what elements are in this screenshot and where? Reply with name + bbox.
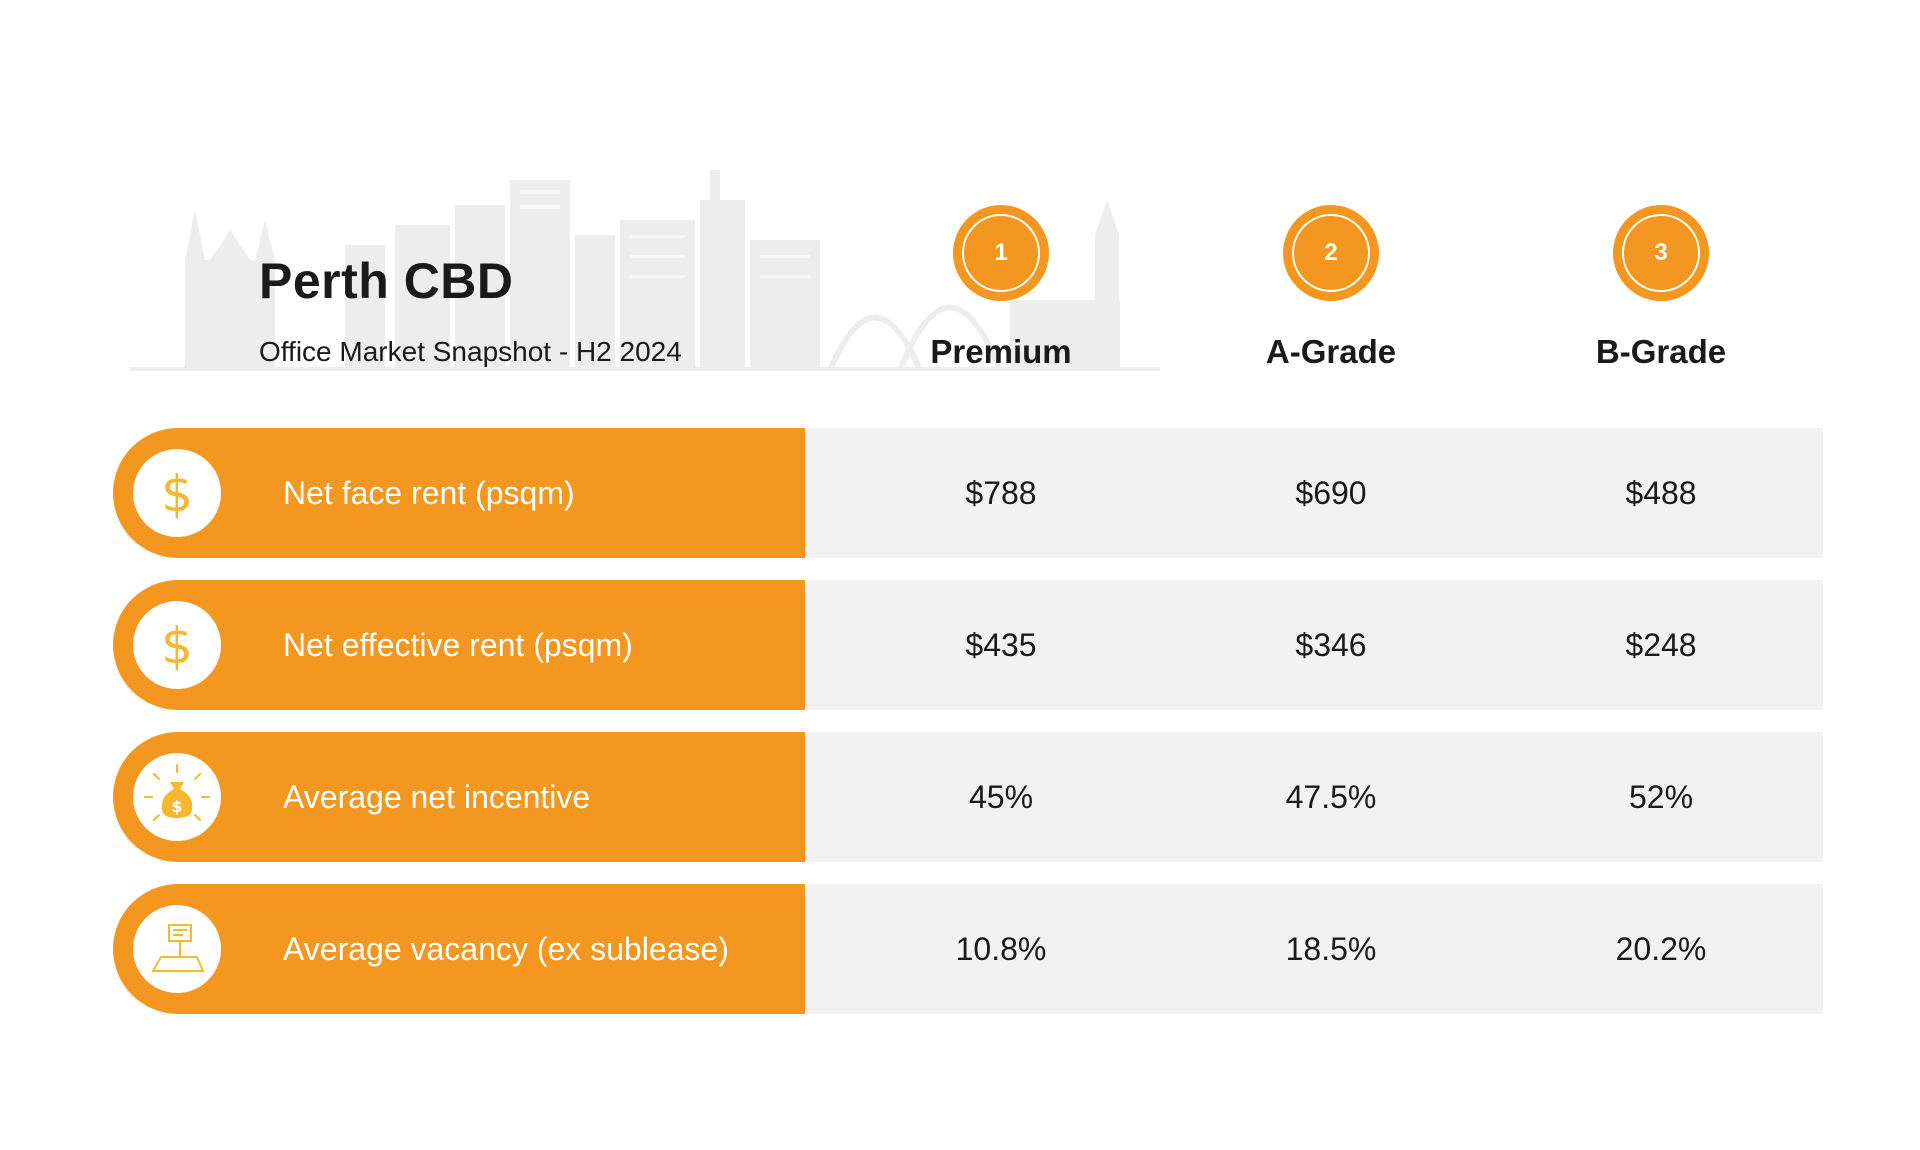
- value-premium: $788: [965, 475, 1037, 511]
- row-label-band: $ Net face rent (psqm): [113, 428, 805, 558]
- svg-text:$: $: [171, 797, 182, 816]
- row-icon-container: $: [133, 601, 221, 689]
- badge-number: 1: [962, 214, 1040, 292]
- column-header-premium: 1 Premium: [871, 205, 1131, 371]
- table-row-average-net-incentive: $ Average net incentive 45% 47.5% 52%: [113, 732, 1823, 862]
- svg-text:$: $: [161, 617, 193, 673]
- value-b-grade: 52%: [1628, 779, 1694, 815]
- column-name: B-Grade: [1595, 333, 1727, 370]
- value-b-grade: 20.2%: [1615, 931, 1707, 967]
- badge-number: 2: [1292, 214, 1370, 292]
- column-name: Premium: [930, 333, 1072, 370]
- value-a-grade: $346: [1295, 627, 1367, 663]
- page-title: Perth CBD: [259, 253, 514, 309]
- value-premium: 10.8%: [955, 931, 1047, 967]
- table-row-average-vacancy: Average vacancy (ex sublease) 10.8% 18.5…: [113, 884, 1823, 1014]
- table-row-net-effective-rent: $ Net effective rent (psqm) $435 $346 $2…: [113, 580, 1823, 710]
- row-values-band: 45% 47.5% 52%: [805, 732, 1823, 862]
- city-skyline-illustration: [130, 170, 1160, 372]
- row-icon-container: $: [133, 753, 221, 841]
- number-badge: 3: [1613, 205, 1709, 301]
- row-label: Net face rent (psqm): [283, 475, 575, 511]
- dollar-icon: $: [161, 465, 193, 521]
- value-a-grade: $690: [1295, 475, 1367, 511]
- value-premium: $435: [965, 627, 1037, 663]
- table-row-net-face-rent: $ Net face rent (psqm) $788 $690 $488: [113, 428, 1823, 558]
- row-label-band: Average vacancy (ex sublease): [113, 884, 805, 1014]
- row-label: Average vacancy (ex sublease): [283, 931, 729, 967]
- value-a-grade: 47.5%: [1285, 779, 1377, 815]
- row-label-band: $ Net effective rent (psqm): [113, 580, 805, 710]
- row-values-band: $788 $690 $488: [805, 428, 1823, 558]
- value-a-grade: 18.5%: [1285, 931, 1377, 967]
- number-badge: 2: [1283, 205, 1379, 301]
- column-header-b-grade: 3 B-Grade: [1531, 205, 1791, 371]
- column-name: A-Grade: [1265, 333, 1397, 370]
- vacant-lot-sign-icon: [151, 924, 205, 972]
- row-values-band: $435 $346 $248: [805, 580, 1823, 710]
- row-icon-container: [133, 905, 221, 993]
- number-badge: 1: [953, 205, 1049, 301]
- svg-text:$: $: [161, 465, 193, 521]
- row-label: Average net incentive: [283, 779, 591, 815]
- row-icon-container: $: [133, 449, 221, 537]
- row-label: Net effective rent (psqm): [283, 627, 633, 663]
- value-b-grade: $488: [1625, 475, 1697, 511]
- page-subtitle: Office Market Snapshot - H2 2024: [259, 336, 682, 367]
- badge-number: 3: [1622, 214, 1700, 292]
- dollar-icon: $: [161, 617, 193, 673]
- value-premium: 45%: [968, 779, 1034, 815]
- value-b-grade: $248: [1625, 627, 1697, 663]
- column-header-a-grade: 2 A-Grade: [1201, 205, 1461, 371]
- row-label-band: $ Average net incentive: [113, 732, 805, 862]
- money-bag-icon: $: [144, 764, 210, 821]
- row-values-band: 10.8% 18.5% 20.2%: [805, 884, 1823, 1014]
